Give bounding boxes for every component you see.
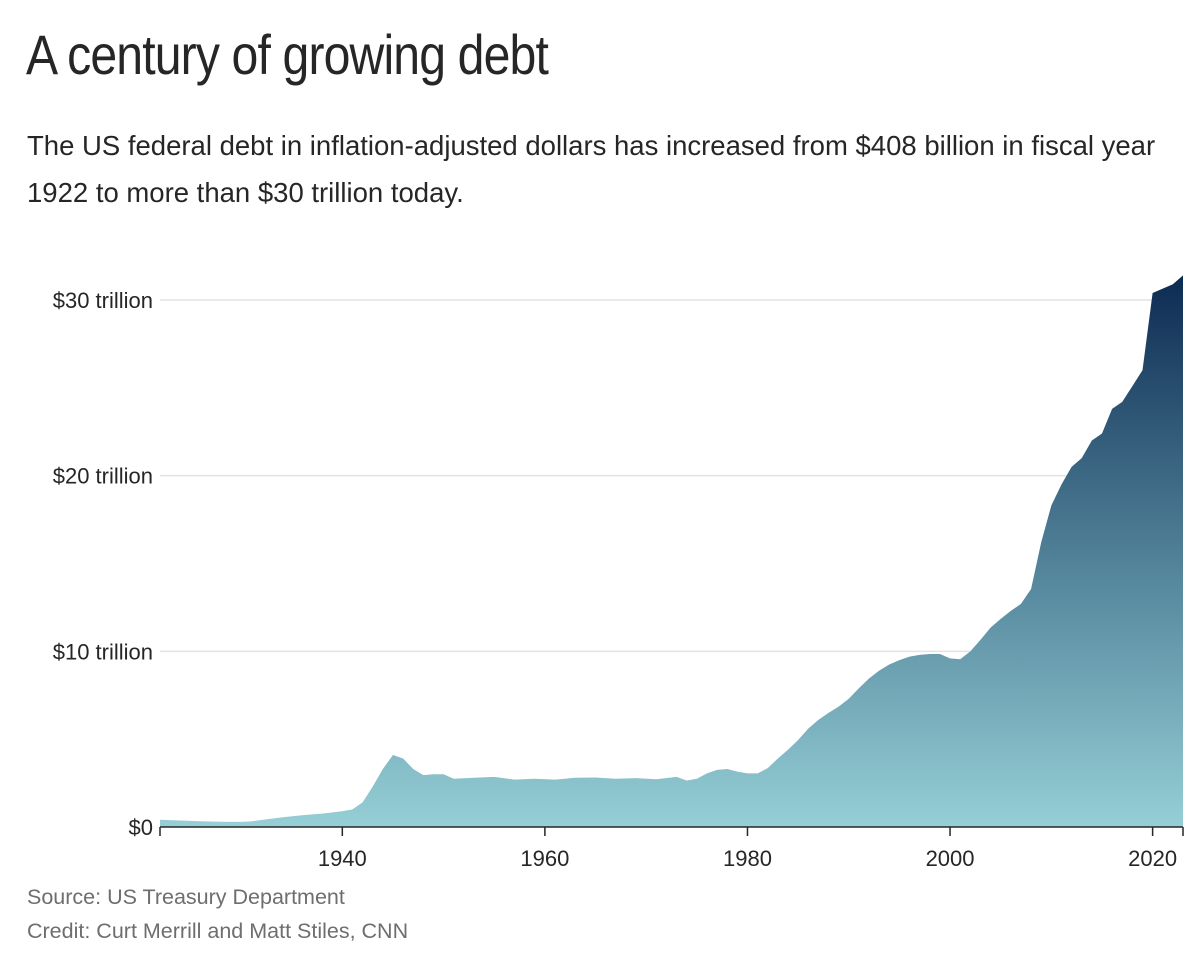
y-axis-labels: $0 $10 trillion $20 trillion $30 trillion [53,288,153,840]
x-tick-label-1960: 1960 [520,846,569,870]
y-tick-label-20: $20 trillion [53,464,153,489]
x-tick-label-2000: 2000 [926,846,975,870]
source-note: Source: US Treasury Department [27,885,345,909]
axes [159,826,1184,836]
x-tick-label-1980: 1980 [723,846,772,870]
y-tick-label-30: $30 trillion [53,288,153,313]
area-series [160,275,1183,827]
y-tick-label-10: $10 trillion [53,639,153,664]
x-axis-labels: 1940 1960 1980 2000 2020 [318,846,1177,870]
chart-area: $0 $10 trillion $20 trillion $30 trillion 1… [0,250,1200,870]
debt-area-chart: $0 $10 trillion $20 trillion $30 trillion 1… [53,275,1184,870]
y-tick-label-0: $0 [129,815,153,840]
credit-note: Credit: Curt Merrill and Matt Stiles, CN… [27,919,409,943]
debt-area [160,275,1183,827]
chart-subtitle: The US federal debt in inflation-adjuste… [27,130,1156,208]
footer: Source: US Treasury Department Credit: C… [27,880,408,948]
chart-title: A century of growing debt [26,23,549,86]
x-tick-label-1940: 1940 [318,846,367,870]
x-tick-label-2020: 2020 [1128,846,1177,870]
